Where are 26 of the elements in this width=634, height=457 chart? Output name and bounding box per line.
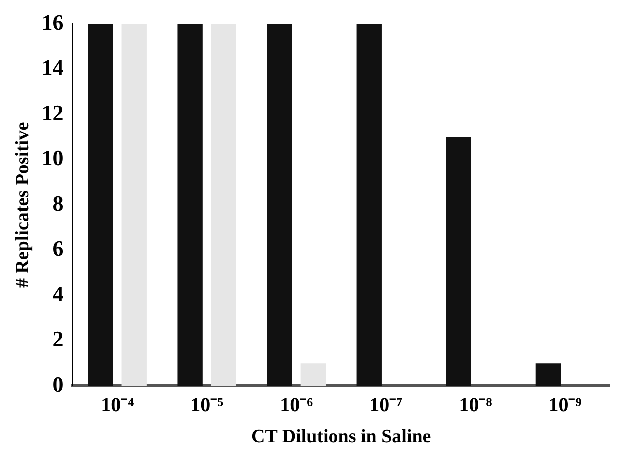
y-tick-label: 0 — [52, 372, 64, 397]
bar — [356, 24, 382, 386]
bar — [211, 24, 236, 386]
bar — [267, 24, 292, 386]
x-tick-label: 10⁻⁷ — [370, 394, 403, 416]
bar — [446, 137, 472, 386]
y-axis-title: # Replicates Positive — [12, 122, 34, 288]
x-tick-label: 10⁻⁹ — [548, 394, 582, 416]
bar — [122, 24, 147, 386]
y-tick-label: 16 — [42, 10, 64, 35]
y-tick-label: 8 — [52, 190, 64, 216]
bar — [300, 364, 326, 386]
x-tick-label: 10⁻⁸ — [459, 394, 492, 416]
y-tick-label: 10 — [42, 146, 64, 171]
x-tick-label: 10⁻⁶ — [280, 394, 314, 416]
y-tick-label: 14 — [42, 55, 64, 80]
y-tick-label: 2 — [52, 326, 64, 352]
bar — [536, 364, 562, 386]
y-tick-label: 4 — [52, 281, 64, 306]
x-tick-label: 10⁻⁴ — [101, 394, 134, 416]
bar — [88, 24, 114, 386]
bar — [178, 24, 203, 386]
x-axis-title: CT Dilutions in Saline — [252, 426, 432, 448]
y-tick-label: 6 — [52, 236, 64, 262]
y-tick-label: 12 — [42, 100, 64, 126]
x-tick-label: 10⁻⁵ — [190, 394, 224, 416]
